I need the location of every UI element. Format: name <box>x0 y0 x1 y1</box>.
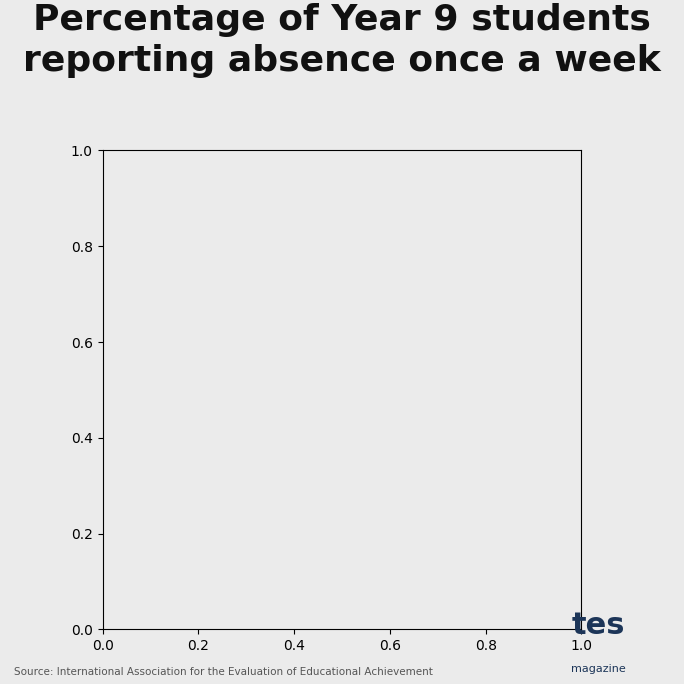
Text: tes: tes <box>572 611 625 640</box>
Text: Source: International Association for the Evaluation of Educational Achievement: Source: International Association for th… <box>14 667 432 677</box>
Text: Percentage of Year 9 students
reporting absence once a week: Percentage of Year 9 students reporting … <box>23 3 661 78</box>
Text: magazine: magazine <box>571 663 626 674</box>
